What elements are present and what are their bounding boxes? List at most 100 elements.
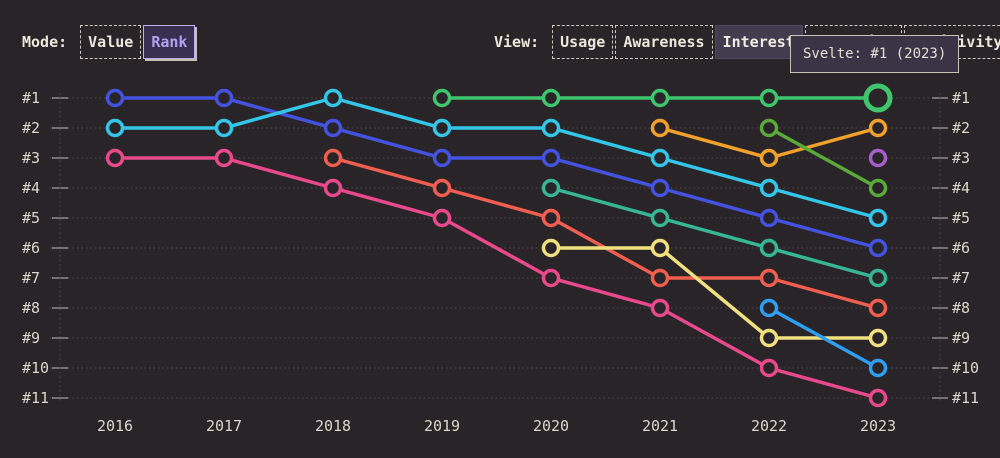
y-axis-label-left: #10: [22, 359, 49, 377]
data-point-teal-2020[interactable]: [541, 178, 561, 198]
y-axis-label-right: #7: [952, 269, 970, 287]
data-point-orange-2023[interactable]: [868, 118, 888, 138]
y-axis-label-left: #8: [22, 299, 40, 317]
data-point-teal-2022[interactable]: [759, 238, 779, 258]
data-point-cyan-2021[interactable]: [650, 148, 670, 168]
data-point-royal-blue-2016[interactable]: [105, 88, 125, 108]
data-point-cyan-2017[interactable]: [214, 118, 234, 138]
y-axis-label-left: #5: [22, 209, 40, 227]
y-axis-label-left: #3: [22, 149, 40, 167]
y-axis-label-right: #2: [952, 119, 970, 137]
data-point-salmon-2020[interactable]: [541, 208, 561, 228]
x-axis-label: 2016: [97, 417, 133, 435]
y-axis-label-left: #6: [22, 239, 40, 257]
data-point-cyan-2020[interactable]: [541, 118, 561, 138]
series-line-royal-blue[interactable]: [113, 96, 880, 250]
series-line-salmon[interactable]: [331, 156, 880, 310]
x-axis-label: 2018: [315, 417, 351, 435]
y-axis-label-left: #2: [22, 119, 40, 137]
y-axis-label-right: #9: [952, 329, 970, 347]
x-axis-label: 2022: [751, 417, 787, 435]
data-point-teal-2021[interactable]: [650, 208, 670, 228]
data-point-royal-blue-2023[interactable]: [868, 238, 888, 258]
data-point-orange-2021[interactable]: [650, 118, 670, 138]
data-point-green-svelte-2022[interactable]: [759, 88, 779, 108]
y-axis-label-right: #11: [952, 389, 979, 407]
mode-toggle-group: Mode: Value Rank: [22, 25, 196, 59]
mode-label: Mode:: [22, 33, 68, 51]
data-point-royal-blue-2020[interactable]: [541, 148, 561, 168]
data-point-yellow-2020[interactable]: [541, 238, 561, 258]
y-axis-label-left: #7: [22, 269, 40, 287]
data-point-green-svelte-2021[interactable]: [650, 88, 670, 108]
data-point-pink-2016[interactable]: [105, 148, 125, 168]
data-point-salmon-2023[interactable]: [868, 298, 888, 318]
data-point-royal-blue-2019[interactable]: [432, 148, 452, 168]
tooltip: Svelte: #1 (2023): [790, 35, 960, 73]
data-point-pink-2018[interactable]: [323, 178, 343, 198]
data-point-salmon-2018[interactable]: [323, 148, 343, 168]
view-button-awareness[interactable]: Awareness: [615, 25, 713, 59]
data-point-olive-green-2023[interactable]: [868, 178, 888, 198]
y-axis-label-right: #6: [952, 239, 970, 257]
view-button-usage[interactable]: Usage: [552, 25, 614, 59]
mode-button-rank[interactable]: Rank: [143, 25, 196, 59]
y-axis-label-right: #1: [952, 89, 970, 107]
data-point-cyan-2019[interactable]: [432, 118, 452, 138]
data-point-yellow-2023[interactable]: [868, 328, 888, 348]
tooltip-text: Svelte: #1 (2023): [803, 46, 947, 62]
data-point-pink-2017[interactable]: [214, 148, 234, 168]
view-button-interest[interactable]: Interest: [714, 25, 803, 59]
data-point-cyan-2018[interactable]: [323, 88, 343, 108]
data-point-cyan-2022[interactable]: [759, 178, 779, 198]
data-point-olive-green-2022[interactable]: [759, 118, 779, 138]
series-line-dodger-blue[interactable]: [767, 306, 880, 370]
data-point-salmon-2022[interactable]: [759, 268, 779, 288]
data-point-dodger-blue-2023[interactable]: [868, 358, 888, 378]
data-point-pink-2022[interactable]: [759, 358, 779, 378]
data-point-salmon-2019[interactable]: [432, 178, 452, 198]
mode-button-value[interactable]: Value: [80, 25, 142, 59]
series-line-cyan[interactable]: [113, 96, 880, 220]
data-point-green-svelte-2019[interactable]: [432, 88, 452, 108]
y-axis-label-right: #3: [952, 149, 970, 167]
y-axis-label-left: #1: [22, 89, 40, 107]
x-axis-label: 2019: [424, 417, 460, 435]
data-point-royal-blue-2022[interactable]: [759, 208, 779, 228]
data-point-purple-2023[interactable]: [868, 148, 888, 168]
series-line-teal[interactable]: [549, 186, 880, 280]
data-point-cyan-2023[interactable]: [868, 208, 888, 228]
data-point-royal-blue-2018[interactable]: [323, 118, 343, 138]
y-axis-label-right: #8: [952, 299, 970, 317]
series-line-olive-green[interactable]: [767, 126, 880, 190]
data-point-pink-2020[interactable]: [541, 268, 561, 288]
data-point-teal-2023[interactable]: [868, 268, 888, 288]
data-point-pink-2023[interactable]: [868, 388, 888, 408]
data-point-green-svelte-2020[interactable]: [541, 88, 561, 108]
y-axis-label-left: #11: [22, 389, 49, 407]
series-line-pink[interactable]: [113, 156, 880, 400]
y-axis-label-left: #4: [22, 179, 40, 197]
data-point-royal-blue-2017[interactable]: [214, 88, 234, 108]
data-point-dodger-blue-2022[interactable]: [759, 298, 779, 318]
data-point-orange-2022[interactable]: [759, 148, 779, 168]
data-point-pink-2019[interactable]: [432, 208, 452, 228]
y-axis-label-left: #9: [22, 329, 40, 347]
data-point-royal-blue-2021[interactable]: [650, 178, 670, 198]
x-axis-label: 2020: [533, 417, 569, 435]
y-axis-label-right: #5: [952, 209, 970, 227]
data-point-cyan-2016[interactable]: [105, 118, 125, 138]
y-axis-label-right: #4: [952, 179, 970, 197]
view-label: View:: [494, 33, 540, 51]
y-axis-label-right: #10: [952, 359, 979, 377]
x-axis-label: 2021: [642, 417, 678, 435]
x-axis-label: 2017: [206, 417, 242, 435]
data-point-pink-2021[interactable]: [650, 298, 670, 318]
data-point-salmon-2021[interactable]: [650, 268, 670, 288]
data-point-green-svelte-2023[interactable]: [863, 83, 893, 113]
x-axis-label: 2023: [860, 417, 896, 435]
data-point-yellow-2022[interactable]: [759, 328, 779, 348]
data-point-yellow-2021[interactable]: [650, 238, 670, 258]
